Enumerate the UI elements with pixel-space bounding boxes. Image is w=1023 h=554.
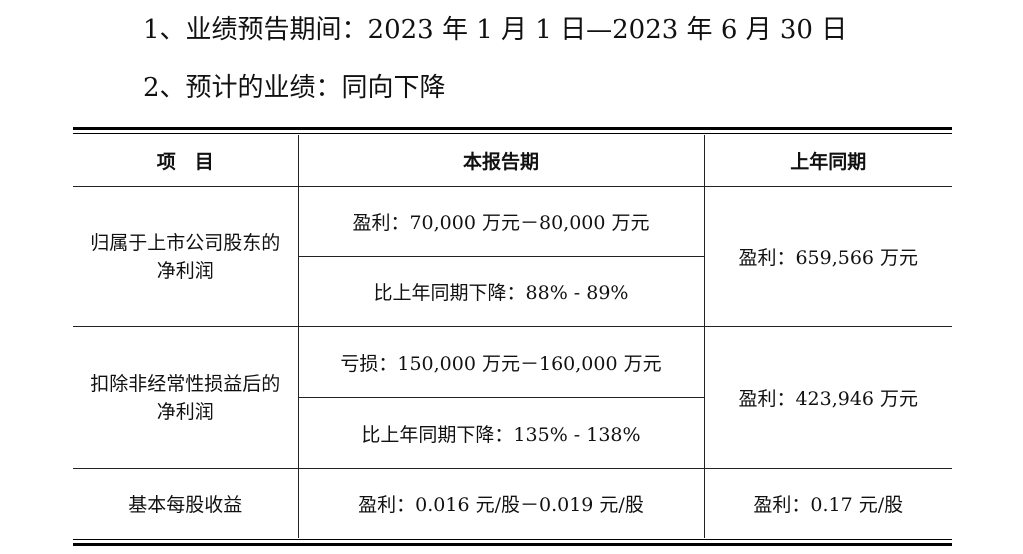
table-row: 比上年同期下降：88% - 89% [73,256,952,327]
row-label-adjusted-net-profit: 扣除非经常性损益后的净利润 [73,326,299,469]
forecast-period-line: 1、业绩预告期间：2023 年 1 月 1 日—2023 年 6 月 30 日 [143,15,848,45]
header-previous-period: 上年同期 [703,135,952,187]
adjusted-net-profit-current-range: 亏损：150,000 万元－160,000 万元 [297,326,705,398]
row-label-eps: 基本每股收益 [73,468,299,538]
eps-previous: 盈利：0.17 元/股 [703,468,952,538]
table-bottom-thin-rule [73,539,952,540]
table-header-row: 项 目 本报告期 上年同期 [73,135,952,187]
adjusted-net-profit-current-change: 比上年同期下降：135% - 138% [298,397,704,469]
adjusted-net-profit-previous: 盈利：423,946 万元 [703,326,952,469]
header-current-period: 本报告期 [297,135,705,187]
net-profit-current-change: 比上年同期下降：88% - 89% [298,256,704,327]
eps-current-range: 盈利：0.016 元/股－0.019 元/股 [297,468,705,538]
header-item: 项 目 [73,135,299,187]
performance-forecast-table: 项 目 本报告期 上年同期 归属于上市公司股东的净利润 盈利：70,000 万元… [73,135,952,538]
table-top-thin-rule [73,133,952,134]
table-row: 扣除非经常性损益后的净利润 亏损：150,000 万元－160,000 万元 盈… [73,326,952,469]
table-top-thick-rule [73,127,952,130]
net-profit-previous: 盈利：659,566 万元 [703,186,952,327]
forecast-result-line: 2、预计的业绩：同向下降 [143,73,446,103]
table-row: 归属于上市公司股东的净利润 盈利：70,000 万元－80,000 万元 盈利：… [73,186,952,327]
table-row: 比上年同期下降：135% - 138% [73,397,952,469]
table-row: 基本每股收益 盈利：0.016 元/股－0.019 元/股 盈利：0.17 元/… [73,468,952,538]
row-label-net-profit: 归属于上市公司股东的净利润 [73,186,299,327]
net-profit-current-range: 盈利：70,000 万元－80,000 万元 [297,186,705,257]
table-bottom-thick-rule [73,543,952,546]
